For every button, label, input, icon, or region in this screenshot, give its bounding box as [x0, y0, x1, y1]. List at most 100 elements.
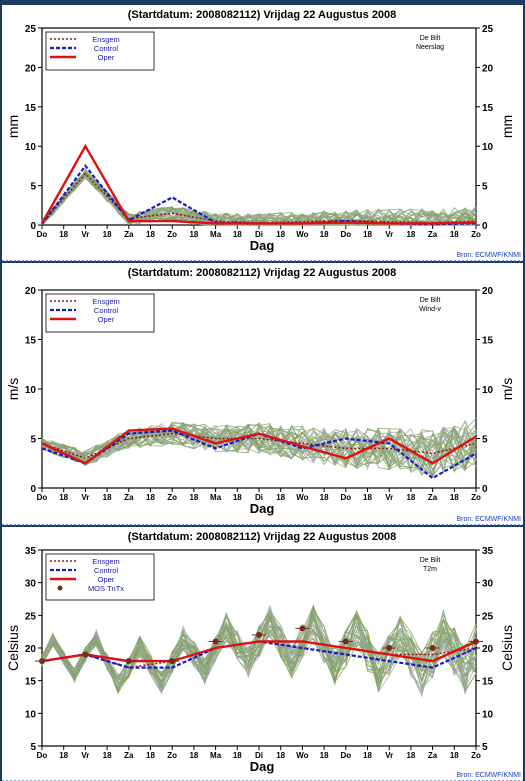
x-minor-label: 18 — [103, 230, 112, 239]
source-label: Bron: ECMWF/KNMI — [456, 252, 521, 259]
chart-title: (Startdatum: 2008082112) Vrijdag 22 Augu… — [128, 267, 397, 279]
y-tick-label: 25 — [25, 24, 37, 35]
x-minor-label: 18 — [320, 230, 329, 239]
y-tick-label-right: 20 — [482, 63, 494, 74]
station-label: De Bilt — [420, 297, 441, 304]
x-tick-label: Vr — [385, 230, 393, 239]
x-axis-label: Dag — [250, 501, 275, 516]
x-minor-label: 18 — [363, 230, 372, 239]
y-tick-label: 10 — [25, 142, 37, 153]
y-axis-label: mm — [5, 115, 21, 138]
ensemble-member-line — [41, 610, 477, 691]
x-minor-label: 18 — [103, 493, 112, 502]
source-label: Bron: ECMWF/KNMI — [456, 516, 521, 523]
x-minor-label: 18 — [146, 230, 155, 239]
x-tick-label: Za — [428, 751, 438, 760]
legend-label: Oper — [98, 53, 115, 62]
x-tick-label: Za — [124, 230, 134, 239]
y-tick-label: 5 — [30, 182, 36, 193]
x-minor-label: 18 — [146, 493, 155, 502]
x-tick-label: Do — [340, 751, 351, 760]
legend-label: MOS TnTx — [88, 584, 124, 593]
y-axis-label-right: m/s — [499, 378, 515, 401]
chart-title: (Startdatum: 2008082112) Vrijdag 22 Augu… — [128, 531, 397, 543]
x-tick-label: Za — [428, 493, 438, 502]
x-tick-label: Wo — [296, 230, 308, 239]
y-tick-label-right: 25 — [482, 24, 494, 35]
variable-label: T2m — [423, 566, 437, 573]
x-tick-label: Do — [340, 493, 351, 502]
y-tick-label: 5 — [30, 742, 36, 753]
x-tick-label: Do — [37, 493, 48, 502]
legend-label: Oper — [98, 315, 115, 324]
y-tick-label-right: 5 — [482, 742, 488, 753]
y-tick-label: 10 — [25, 385, 37, 396]
station-label: De Bilt — [420, 557, 441, 564]
x-minor-label: 18 — [450, 493, 459, 502]
y-tick-label-right: 20 — [482, 644, 494, 655]
x-minor-label: 18 — [233, 230, 242, 239]
x-minor-label: 18 — [59, 493, 68, 502]
x-minor-label: 18 — [103, 751, 112, 760]
x-minor-label: 18 — [320, 493, 329, 502]
series-line-oper — [40, 143, 477, 225]
y-tick-label-right: 25 — [482, 611, 494, 622]
x-minor-label: 18 — [406, 751, 415, 760]
x-minor-label: 18 — [276, 230, 285, 239]
y-tick-label: 25 — [25, 611, 37, 622]
x-tick-label: Vr — [385, 493, 393, 502]
x-minor-label: 18 — [59, 751, 68, 760]
y-tick-label-right: 5 — [482, 435, 488, 446]
chart-panel-3: (Startdatum: 2008082112) Vrijdag 22 Augu… — [2, 527, 523, 781]
y-tick-label-right: 0 — [482, 221, 488, 232]
x-minor-label: 18 — [450, 751, 459, 760]
x-minor-label: 18 — [59, 230, 68, 239]
y-tick-label-right: 5 — [482, 182, 488, 193]
x-minor-label: 18 — [189, 230, 198, 239]
y-tick-label-right: 0 — [482, 484, 488, 495]
x-tick-label: Do — [37, 751, 48, 760]
x-tick-label: Ma — [210, 493, 222, 502]
series-line-ensgem — [41, 172, 477, 224]
x-minor-label: 18 — [363, 493, 372, 502]
legend-box — [45, 553, 155, 601]
x-tick-label: Di — [255, 230, 263, 239]
y-tick-label: 20 — [25, 286, 37, 297]
legend-label: Oper — [98, 575, 115, 584]
y-tick-label: 15 — [25, 677, 37, 688]
x-minor-label: 18 — [276, 493, 285, 502]
legend-label: Ensgem — [92, 297, 120, 306]
chart-title: (Startdatum: 2008082112) Vrijdag 22 Augu… — [128, 9, 397, 21]
source-label: Bron: ECMWF/KNMI — [456, 772, 521, 779]
y-tick-label: 20 — [25, 644, 37, 655]
x-tick-label: Zo — [471, 230, 481, 239]
legend-label: Ensgem — [92, 35, 120, 44]
y-tick-label-right: 10 — [482, 385, 494, 396]
ensemble-member-line — [41, 423, 477, 470]
y-axis-label: m/s — [5, 378, 21, 401]
ensemble-member-line — [41, 426, 477, 470]
x-tick-label: Zo — [167, 230, 177, 239]
x-tick-label: Zo — [471, 751, 481, 760]
y-tick-label: 15 — [25, 336, 37, 347]
y-tick-label: 20 — [25, 63, 37, 74]
ensemble-member-line — [41, 421, 477, 470]
x-minor-label: 18 — [276, 751, 285, 760]
y-tick-label: 0 — [30, 221, 36, 232]
x-minor-label: 18 — [233, 493, 242, 502]
x-minor-label: 18 — [363, 751, 372, 760]
y-tick-label: 5 — [30, 435, 36, 446]
legend-label: Control — [94, 566, 119, 575]
x-minor-label: 18 — [406, 230, 415, 239]
series-line-ensgem — [41, 432, 477, 460]
x-tick-label: Zo — [167, 493, 177, 502]
x-tick-label: Vr — [81, 230, 89, 239]
x-tick-label: Vr — [385, 751, 393, 760]
x-axis-label: Dag — [250, 238, 275, 253]
legend-label: Control — [94, 44, 119, 53]
x-minor-label: 18 — [233, 751, 242, 760]
x-tick-label: Ma — [210, 230, 222, 239]
y-tick-label: 0 — [30, 484, 36, 495]
legend-label: Control — [94, 306, 119, 315]
